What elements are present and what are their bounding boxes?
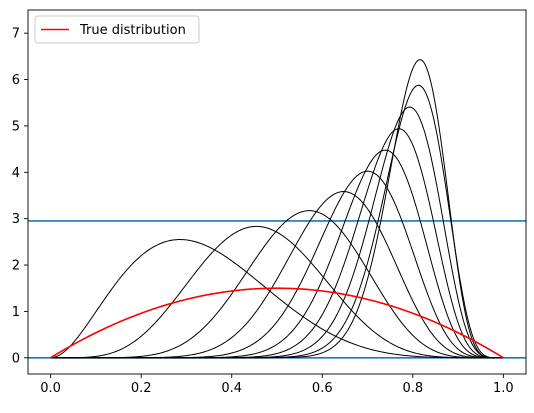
y-tick-label: 0: [12, 351, 20, 366]
y-tick-label: 6: [12, 73, 20, 88]
plot-series: [28, 59, 526, 359]
y-tick-label: 3: [12, 212, 20, 227]
axes-frame: [27, 9, 527, 375]
y-tick-label: 7: [12, 27, 20, 42]
x-tick-label: 0.0: [40, 381, 61, 396]
x-tick-label: 0.6: [312, 381, 333, 396]
legend: True distribution: [34, 15, 200, 44]
axes: 0.0 0.2 0.4 0.6 0.8 1.0 0 1 2 3 4 5 6 7: [12, 9, 527, 396]
y-tick-label: 1: [12, 305, 20, 320]
y-tick-label: 5: [12, 119, 20, 134]
posterior-curve-1: [50, 225, 504, 359]
y-tick-label: 2: [12, 259, 20, 274]
legend-label: True distribution: [79, 23, 186, 38]
x-tick-label: 0.8: [402, 381, 423, 396]
posterior-curve-9: [50, 59, 504, 359]
posterior-curve-4: [50, 170, 504, 359]
true-distribution-line: [50, 287, 504, 359]
x-tick-label: 0.2: [131, 381, 152, 396]
y-tick-label: 4: [12, 166, 20, 181]
x-tick-label: 1.0: [493, 381, 514, 396]
posterior-curve-6: [50, 128, 504, 359]
posterior-curve-3: [50, 191, 504, 359]
legend-box: [34, 15, 200, 44]
x-tick-label: 0.4: [221, 381, 242, 396]
posterior-curve-0: [50, 239, 504, 359]
plot-area: [28, 59, 526, 359]
posterior-curve-5: [50, 149, 504, 359]
